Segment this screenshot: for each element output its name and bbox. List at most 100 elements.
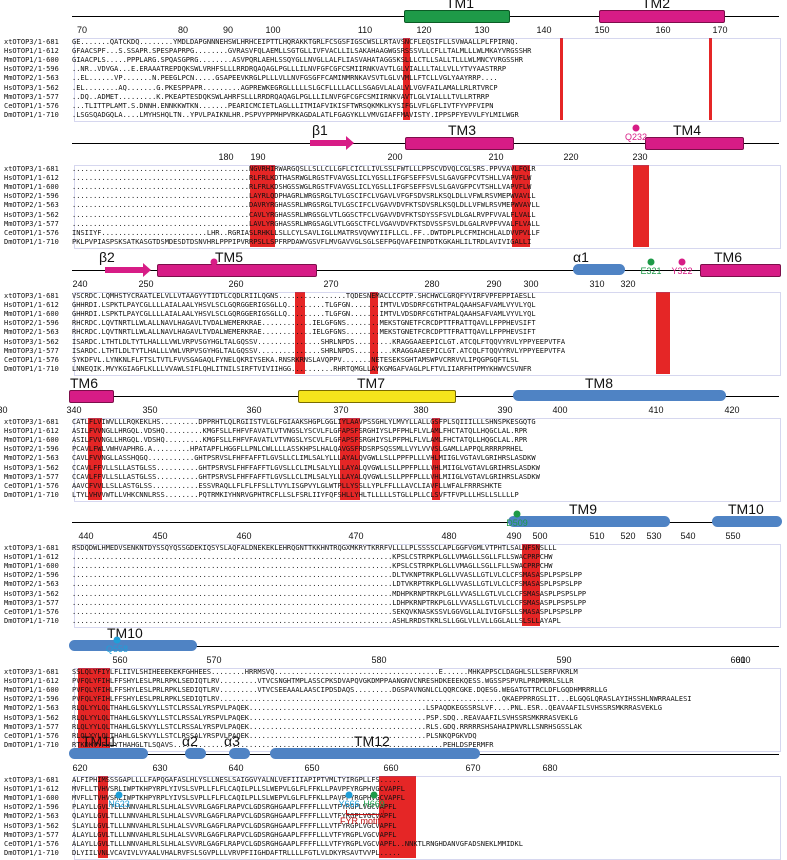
sequence-name: MmOTOP3/1-577 [4,219,59,228]
aligned-sequence: CCAVLFFVLLSLLASTGLSS..........GHTPSRVSLF… [72,472,540,481]
sequence-name: MmOTOP1/1-600 [4,794,59,803]
aligned-sequence: ASILFVVNGLLHRGQL.VDSHQ.........KMGFSLLFH… [72,427,528,436]
aligned-sequence: RLQLYYLQLTHAHLGLSKVYLLSTCLRSSALYRSPVLPAQ… [72,704,663,713]
position-tick: 430 [0,405,8,415]
helix-bar [712,516,782,527]
topology-line [72,646,779,647]
sequence-name: HsOTOP2/1-596 [4,571,59,580]
alignment-row: HsOTOP2/1-596 RHCRDC.LQVTNRTLLWLALLNAVLHA… [4,319,784,328]
alignment-row: HsOTOP1/1-612...........................… [4,174,784,183]
residue-marker [678,258,686,266]
alignment-row: CeOTOP1/1-576 SYKDFVL.LYNKNLFLFTSLTVTLFVV… [4,356,784,365]
sequence-name: HsOTOP3/1-562 [4,463,59,472]
feature-label: TM11 [82,733,117,749]
sequence-name: MmOTOP3/1-577 [4,598,59,607]
alignment-row: HsOTOP3/1-562 CCAVLFFVLLSLLASTGLSS.......… [4,464,784,473]
sequence-name: MmOTOP1/1-600 [4,310,59,319]
helix-bar [229,748,250,759]
position-tick: 500 [532,531,548,541]
sequence-name: xtOTOP3/1-681 [4,776,59,784]
sequence-name: xtOTOP3/1-681 [4,668,59,676]
conserved-column [250,165,275,247]
aligned-sequence: ........................................… [72,165,536,173]
conserved-column [432,418,440,500]
helix-bar [645,137,744,150]
feature-label: TM8 [585,375,613,391]
feature-label: TM6 [70,375,98,391]
sequence-name: MmOTOP2/1-563 [4,328,59,337]
alignment-row: HsOTOP1/1-612 GHHRDI.LSPKTLPAYCGLLLLAIALA… [4,301,784,310]
position-tick: 660 [383,763,399,773]
position-tick: 670 [465,763,481,773]
sequence-name: HsOTOP2/1-596 [4,319,59,328]
aligned-sequence: GFAACSPF...S.SSAPR.SPESPAPRPG........GVR… [72,47,532,56]
sequence-name: MmOTOP3/1-577 [4,830,59,839]
residue-label: Y666 [338,799,360,809]
conserved-column [560,38,563,120]
sequence-name: DmOTOP1/1-710 [4,848,59,857]
sequence-name: MmOTOP2/1-563 [4,201,59,210]
alignment-row: DmOTOP1/1-710 DLYIILVNLVCAVIVLVYAALVHALRV… [4,849,784,858]
alignment-row: HsOTOP3/1-562...........................… [4,590,784,599]
sequence-name: MmOTOP2/1-563 [4,74,59,83]
sequence-name: MmOTOP2/1-563 [4,704,59,713]
residue-label: H669 [363,799,385,809]
position-tick: 550 [725,531,741,541]
position-tick: 260 [228,279,244,289]
strand-arrow [105,263,151,277]
sequence-name: HsOTOP1/1-612 [4,553,59,562]
position-tick: 210 [488,152,504,162]
position-tick: 460 [236,531,252,541]
aligned-sequence: ........................................… [72,589,587,598]
position-tick: 450 [152,531,168,541]
position-tick: 310 [589,279,605,289]
feature-label: TM2 [642,0,670,11]
conserved-column [656,292,670,374]
residue-marker [345,791,353,799]
sequence-name: MmOTOP3/1-577 [4,722,59,731]
conserved-column [633,165,649,247]
position-tick: 80 [177,25,189,35]
aligned-sequence: RHCRDC.LQVTNRTLLWLALLNAVLHAGAVLTVDALWEME… [72,319,536,328]
aligned-sequence: RHCRDC.LQVTNRTLLWLALLNAVLHAGAVLTVDALWEME… [72,328,536,337]
helix-bar [69,640,197,651]
residue-marker [370,791,378,799]
sequence-name: HsOTOP2/1-596 [4,695,59,704]
position-tick: 580 [371,655,387,665]
aligned-sequence: RLQLYYLQLTHAHLGLSKVYLLSTCLRSSALYRSPVLPAQ… [72,713,578,722]
residue-marker [210,258,218,266]
sequence-name: CeOTOP1/1-576 [4,839,59,848]
position-tick: 230 [632,152,648,162]
sequence-name: CeOTOP1/1-576 [4,355,59,364]
position-tick: 400 [552,405,568,415]
position-tick: 560 [112,655,128,665]
residue-marker [113,636,121,644]
sequence-name: MmOTOP1/1-600 [4,56,59,65]
sequence-name: CeOTOP1/1-576 [4,481,59,490]
position-tick: 170 [712,25,728,35]
aligned-sequence: MVFLLTVHVSRLIWPTKHPYRPLYIVSLSVPLLFLFLCAQ… [72,794,405,803]
alignment-row: CeOTOP1/1-576 AAVCFVVLLSLLASTGLSS........… [4,482,784,491]
position-tick: 590 [556,655,572,665]
aligned-sequence: VSCRDC.LQMHSTYCRAATLELVLLVTAAGYYTIDTLCQD… [72,292,536,300]
alignment-row: MmOTOP3/1-577 ISARDC.LTHTLDLTYTLHALLLVWLV… [4,347,784,356]
sequence-name: MmOTOP2/1-563 [4,812,59,821]
sequence-name: HsOTOP3/1-562 [4,210,59,219]
position-tick: 290 [486,279,502,289]
position-tick: 300 [523,279,539,289]
alignment-row: HsOTOP3/1-562...........................… [4,211,784,220]
alignment-row: HsOTOP3/1-562 ISARDC.LTHTLDLTYTLHALLLVWLV… [4,338,784,347]
alignment-row: DmOTOP1/1-710 LTYLVHVVWTLLVHKCNNLRSS.....… [4,491,784,500]
aligned-sequence: .EL........AQ.......G.PKESPPAPR.........… [72,83,498,92]
alignment-row: HsOTOP2/1-596...........................… [4,571,784,580]
aligned-sequence: ALFIPHIMSSSGAPLLLLFAPQGAFASLHLYSLLNESLSA… [72,776,401,784]
alignment-row: HsOTOP2/1-596 ..NR..VDVGA...E.ERAAATREPDQ… [4,65,784,74]
topology-line [72,270,779,271]
position-tick: 630 [152,763,168,773]
helix-bar [405,137,514,150]
sequence-name: HsOTOP1/1-612 [4,677,59,686]
sequence-name: DmOTOP1/1-710 [4,364,59,373]
topology-line [72,522,779,523]
conserved-column [78,668,110,750]
alignment-row: MmOTOP1/1-600 MVFLLTVHVSRLIWPTKHPYRPLYIVS… [4,794,784,803]
